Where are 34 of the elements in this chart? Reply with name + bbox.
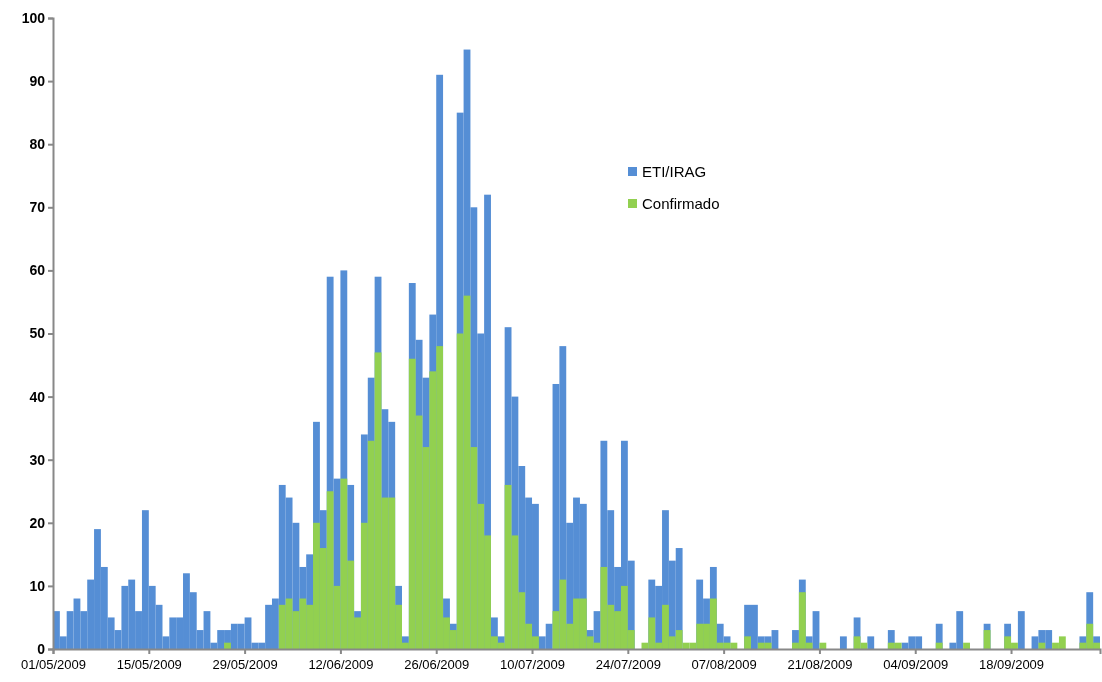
bar xyxy=(867,636,875,649)
y-tick-label: 70 xyxy=(29,199,46,216)
bar xyxy=(839,636,847,649)
x-tick-label: 10/07/2009 xyxy=(499,656,566,672)
x-tick-label: 01/05/2009 xyxy=(20,656,87,672)
legend-label: Confirmado xyxy=(642,195,720,213)
bar xyxy=(963,642,970,649)
y-tick-label: 60 xyxy=(29,262,46,279)
x-tick-label: 26/06/2009 xyxy=(404,656,470,672)
x-tick-label: 21/08/2009 xyxy=(787,656,853,672)
x-tick-label: 15/05/2009 xyxy=(116,656,182,672)
x-tick-label: 07/08/2009 xyxy=(691,656,757,672)
x-tick-label: 12/06/2009 xyxy=(308,656,374,672)
x-tick-label: 18/09/2009 xyxy=(979,656,1045,672)
bar xyxy=(744,636,751,649)
bar xyxy=(935,642,943,649)
bar xyxy=(983,630,991,649)
x-tick-label: 29/05/2009 xyxy=(212,656,278,672)
y-tick-label: 40 xyxy=(29,388,46,405)
y-tick-label: 10 xyxy=(29,577,46,594)
x-tick-label: 24/07/2009 xyxy=(595,656,661,672)
y-tick-label: 90 xyxy=(29,73,46,90)
y-tick-label: 100 xyxy=(21,9,46,26)
y-tick-label: 30 xyxy=(29,451,46,468)
bar xyxy=(1017,611,1025,649)
y-tick-label: 50 xyxy=(29,325,46,342)
bar xyxy=(224,642,231,649)
bar xyxy=(1038,642,1046,649)
y-tick-label: 0 xyxy=(37,640,46,657)
y-tick-label: 20 xyxy=(29,514,46,531)
legend-label: ETI/IRAG xyxy=(642,163,707,181)
x-tick-label: 04/09/2009 xyxy=(883,656,949,672)
bar xyxy=(819,642,827,649)
y-tick-label: 80 xyxy=(29,136,46,153)
